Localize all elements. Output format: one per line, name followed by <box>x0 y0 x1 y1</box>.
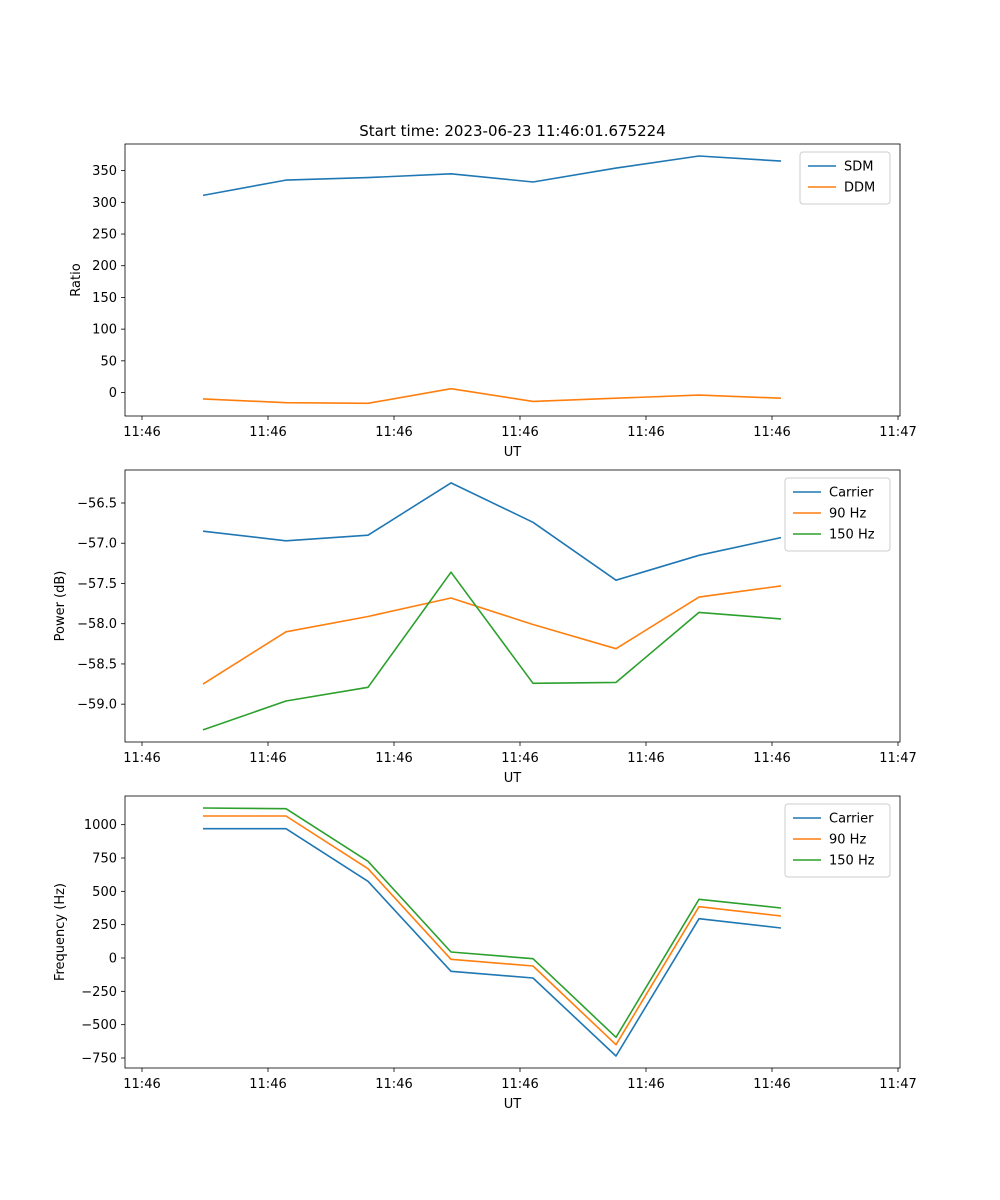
series-line-150-hz <box>202 571 782 731</box>
legend-entry: 150 Hz <box>829 528 875 543</box>
y-tick-label: 500 <box>92 885 117 900</box>
legend-entry: Carrier <box>829 486 874 501</box>
y-tick-label: 0 <box>109 386 117 401</box>
x-tick-label: 11:46 <box>627 425 664 440</box>
x-tick-label: 11:46 <box>249 1077 286 1092</box>
x-tick-label: 11:46 <box>753 751 790 766</box>
x-tick-label: 11:46 <box>627 1077 664 1092</box>
x-tick-label: 11:46 <box>123 1077 160 1092</box>
plot-area-frame <box>124 143 901 417</box>
plot-area-frame <box>124 469 901 743</box>
y-tick-label: 100 <box>92 323 117 338</box>
x-tick-label: 11:46 <box>375 751 412 766</box>
series-line-carrier <box>202 482 782 582</box>
legend-frame <box>784 477 891 552</box>
x-axis-label: UT <box>504 445 522 460</box>
y-tick-label: 150 <box>92 291 117 306</box>
x-tick-label: 11:46 <box>501 425 538 440</box>
y-tick-label: −500 <box>81 1018 117 1033</box>
x-tick-label: 11:46 <box>753 1077 790 1092</box>
legend: Carrier 90 Hz 150 Hz <box>784 477 891 552</box>
x-tick-label: 11:46 <box>375 425 412 440</box>
x-tick-label: 11:46 <box>501 1077 538 1092</box>
series-line-sdm <box>202 155 782 197</box>
x-axis-label: UT <box>504 1097 522 1112</box>
figure-title: Start time: 2023-06-23 11:46:01.675224 <box>359 122 665 140</box>
legend-entry: 90 Hz <box>829 507 866 522</box>
x-axis-label: UT <box>504 771 522 786</box>
x-tick-label: 11:46 <box>753 425 790 440</box>
y-tick-label: 300 <box>92 196 117 211</box>
x-tick-label: 11:46 <box>249 751 286 766</box>
y-tick-label: 350 <box>92 164 117 179</box>
y-tick-label: −58.0 <box>77 617 117 632</box>
y-tick-label: 250 <box>92 918 117 933</box>
x-tick-label: 11:46 <box>375 1077 412 1092</box>
y-tick-label: −250 <box>81 985 117 1000</box>
chart-panel-2: 11:46 11:46 11:46 11:46 11:46 11:46 11:47 UT −59… <box>53 469 917 786</box>
series-line-90-hz <box>202 585 782 685</box>
x-tick-label: 11:46 <box>123 425 160 440</box>
legend-frame <box>799 151 891 205</box>
legend-entry: 90 Hz <box>829 833 866 848</box>
y-tick-label: −57.0 <box>77 537 117 552</box>
y-tick-label: −57.5 <box>77 577 117 592</box>
y-tick-label: −56.5 <box>77 496 117 511</box>
y-tick-label: −750 <box>81 1052 117 1067</box>
series-line-carrier <box>203 827 782 1057</box>
y-tick-label: 250 <box>92 228 117 243</box>
legend-entry: SDM <box>844 160 873 175</box>
series-line-150-hz <box>202 807 782 1039</box>
y-tick-label: 200 <box>92 259 117 274</box>
x-tick-label: 11:46 <box>627 751 664 766</box>
y-axis-label: Ratio <box>69 263 84 296</box>
legend: Carrier 90 Hz 150 Hz <box>784 803 891 878</box>
legend-frame <box>784 803 891 878</box>
chart-panel-1: 11:46 11:46 11:46 11:46 11:46 11:46 11:47 UT 0 50… <box>69 143 917 460</box>
legend-entry: DDM <box>844 181 875 196</box>
plot-area-frame <box>124 795 901 1069</box>
x-tick-label: 11:47 <box>879 425 916 440</box>
legend-entry: Carrier <box>829 812 874 827</box>
x-tick-label: 11:46 <box>501 751 538 766</box>
series-line-ddm <box>202 387 782 405</box>
y-tick-label: 50 <box>100 354 117 369</box>
x-tick-label: 11:47 <box>879 751 916 766</box>
y-tick-label: 0 <box>109 952 117 967</box>
x-tick-label: 11:46 <box>123 751 160 766</box>
y-tick-label: −58.5 <box>77 657 117 672</box>
y-tick-label: 750 <box>92 852 117 867</box>
y-tick-label: −59.0 <box>77 698 117 713</box>
legend-entry: 150 Hz <box>829 854 875 869</box>
x-tick-label: 11:47 <box>879 1077 916 1092</box>
y-tick-label: 1000 <box>84 818 117 833</box>
legend: SDM DDM <box>799 151 891 205</box>
y-axis-label: Power (dB) <box>53 571 68 642</box>
series-line-90-hz <box>203 815 782 1046</box>
y-axis-label: Frequency (Hz) <box>53 883 68 981</box>
chart-panel-3: 11:46 11:46 11:46 11:46 11:46 11:46 11:47 UT −75… <box>53 795 917 1112</box>
x-tick-label: 11:46 <box>249 425 286 440</box>
